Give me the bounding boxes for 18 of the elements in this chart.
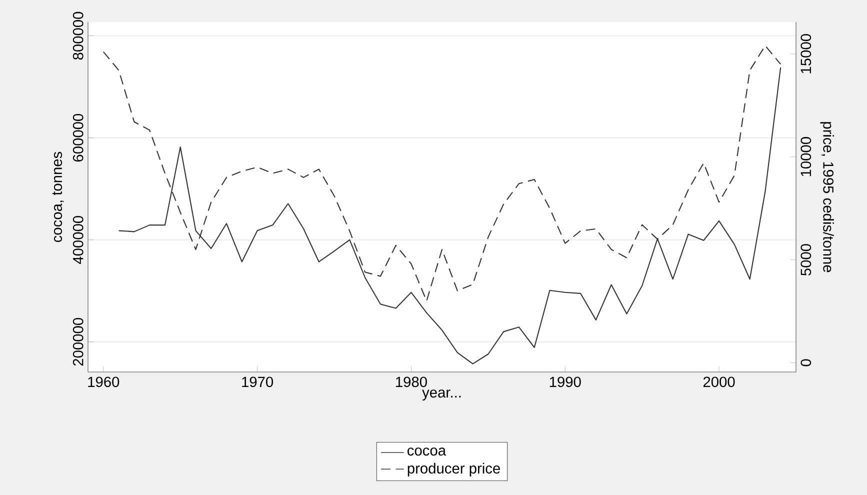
x-tick-label: 1980	[396, 376, 427, 388]
y-tick-label: 600000	[72, 114, 84, 162]
x-axis-title: year...	[422, 390, 461, 400]
y-tick-label: 400000	[72, 216, 84, 264]
y2-tick-label: 5000	[800, 244, 812, 276]
y-axis-title: cocoa, tonnes	[52, 152, 64, 242]
y2-axis-title: price, 1995 cedis/tonne	[820, 122, 834, 272]
y-tick-label: 800000	[72, 12, 84, 60]
x-tick-label: 1970	[242, 376, 274, 388]
x-tick-label: 1960	[88, 376, 120, 388]
legend-label: producer price	[408, 462, 500, 476]
y2-tick-label: 0	[800, 359, 812, 366]
y-tick-label: 200000	[72, 318, 84, 366]
x-tick-label: 2000	[703, 376, 735, 388]
legend-label: cocoa	[408, 448, 446, 456]
x-tick-label: 1990	[550, 376, 581, 388]
y2-tick-label: 10000	[800, 137, 812, 176]
y2-tick-label: 15000	[800, 34, 812, 74]
